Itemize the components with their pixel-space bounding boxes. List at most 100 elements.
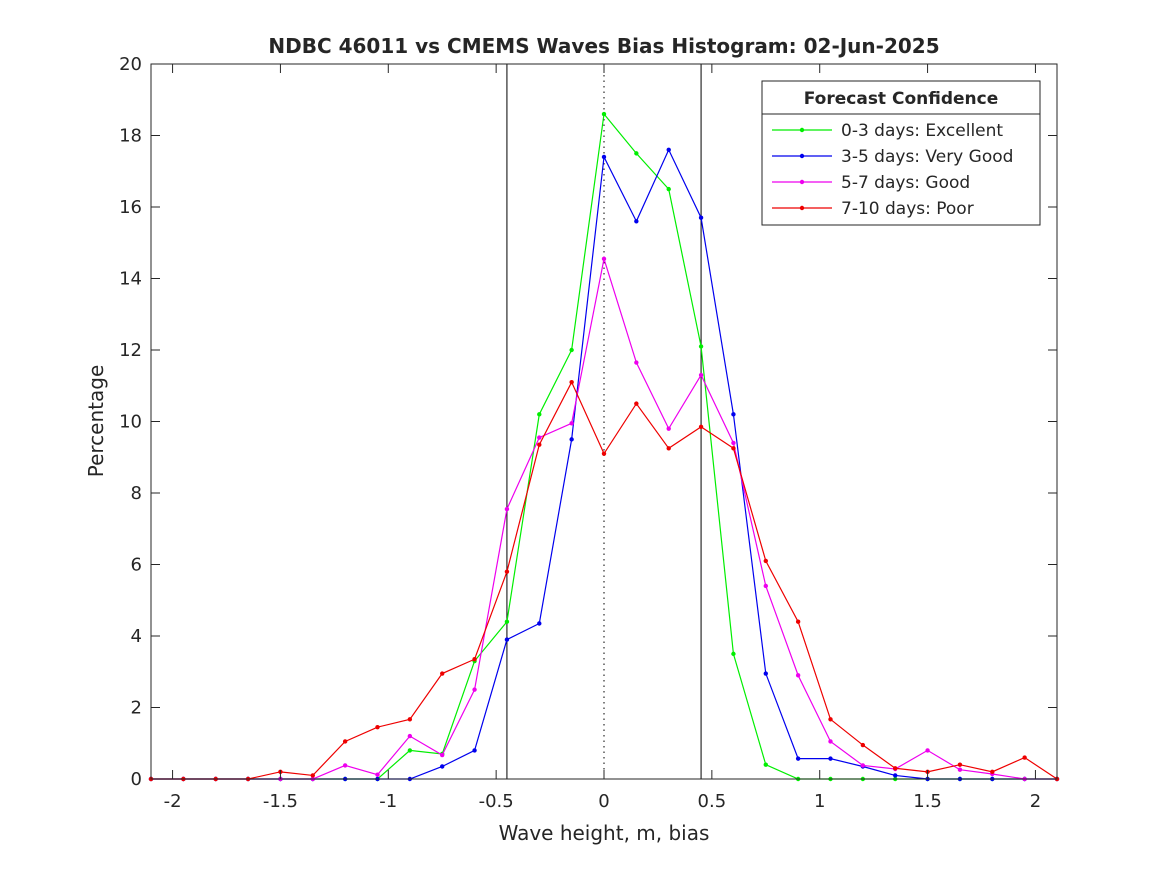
y-axis-label: Percentage — [84, 365, 108, 478]
data-point — [795, 619, 801, 624]
data-point — [698, 372, 704, 378]
legend-items: 0-3 days: Excellent 3-5 days: Very Good 5-… — [772, 121, 1013, 219]
x-tick-label: -1.5 — [263, 791, 298, 812]
data-point — [828, 756, 833, 761]
x-tick-label: -0.5 — [479, 791, 514, 812]
data-point — [342, 739, 348, 744]
data-point — [569, 347, 574, 353]
data-point — [990, 769, 995, 775]
y-tick-label: 18 — [119, 126, 142, 147]
data-point — [537, 412, 542, 417]
data-point — [860, 763, 866, 768]
data-point — [472, 657, 477, 662]
data-point — [957, 767, 963, 772]
x-tick-label: -2 — [164, 791, 182, 812]
y-tick-label: 14 — [119, 269, 142, 290]
data-point — [634, 219, 639, 224]
y-tick-label: 16 — [119, 197, 142, 218]
data-point — [569, 421, 574, 426]
data-point — [537, 621, 542, 626]
data-point — [601, 256, 607, 262]
legend-marker — [799, 205, 805, 211]
data-point — [828, 739, 833, 744]
data-point — [795, 756, 801, 761]
data-point — [698, 215, 704, 220]
data-point — [698, 344, 704, 349]
data-point — [1022, 755, 1027, 760]
x-tick-label: 1.5 — [913, 791, 942, 812]
x-tick-label: -1 — [379, 791, 397, 812]
legend-marker — [799, 127, 805, 133]
data-point — [504, 637, 510, 642]
x-tick-label: 2 — [1030, 791, 1041, 812]
data-point — [407, 748, 413, 753]
data-point — [601, 111, 607, 117]
data-point — [342, 763, 348, 768]
data-point — [440, 671, 445, 676]
data-point — [731, 412, 736, 417]
data-point — [795, 673, 801, 678]
y-tick-label: 0 — [131, 769, 142, 790]
data-point — [601, 451, 607, 456]
data-point — [893, 766, 898, 771]
x-tick-label: 0 — [598, 791, 609, 812]
data-point — [472, 748, 477, 753]
legend-label: 7-10 days: Poor — [841, 199, 974, 219]
legend-label: 3-5 days: Very Good — [841, 147, 1013, 167]
data-point — [666, 446, 671, 451]
data-point — [763, 558, 768, 564]
data-point — [666, 186, 671, 192]
data-point — [504, 619, 510, 624]
legend-label: 5-7 days: Good — [841, 173, 970, 193]
data-point — [634, 151, 639, 156]
legend-item-1: 3-5 days: Very Good — [772, 147, 1013, 167]
data-point — [504, 569, 510, 574]
data-point — [569, 379, 574, 385]
data-point — [537, 442, 542, 447]
data-point — [731, 440, 736, 446]
data-point — [925, 748, 930, 753]
data-point — [666, 426, 671, 431]
data-point — [634, 360, 639, 365]
legend-item-0: 0-3 days: Excellent — [772, 121, 1003, 141]
data-point — [731, 446, 736, 451]
y-tick-label: 10 — [119, 412, 142, 433]
data-point — [440, 764, 445, 769]
data-point — [407, 717, 413, 722]
data-point — [763, 762, 768, 767]
y-tick-label: 8 — [131, 483, 142, 504]
legend-label: 0-3 days: Excellent — [841, 121, 1003, 141]
x-tick-label: 0.5 — [698, 791, 727, 812]
y-tick-label: 20 — [119, 54, 142, 75]
y-tick-label: 2 — [131, 698, 142, 719]
legend-box — [761, 80, 1041, 226]
legend-marker — [799, 179, 805, 185]
data-point — [375, 772, 380, 777]
data-point — [537, 435, 542, 440]
y-tick-label: 12 — [119, 340, 142, 361]
x-axis-label: Wave height, m, bias — [499, 821, 710, 845]
y-tick-label: 6 — [131, 555, 142, 576]
legend-item-3: 7-10 days: Poor — [772, 199, 974, 219]
data-point — [310, 773, 315, 778]
data-point — [407, 733, 413, 739]
data-point — [569, 437, 574, 442]
data-point — [634, 401, 639, 406]
chart-title: NDBC 46011 vs CMEMS Waves Bias Histogram… — [268, 34, 939, 58]
data-point — [698, 424, 704, 430]
data-point — [375, 724, 380, 730]
data-point — [440, 752, 445, 758]
y-tick-label: 4 — [131, 626, 142, 647]
data-point — [472, 687, 477, 692]
legend-marker — [799, 153, 805, 159]
data-point — [763, 583, 768, 589]
data-point — [601, 154, 607, 160]
data-point — [731, 651, 736, 657]
data-point — [763, 671, 768, 676]
data-point — [504, 506, 510, 512]
data-point — [957, 762, 963, 767]
legend-title: Forecast Confidence — [804, 89, 999, 109]
reference-lines — [506, 64, 702, 779]
